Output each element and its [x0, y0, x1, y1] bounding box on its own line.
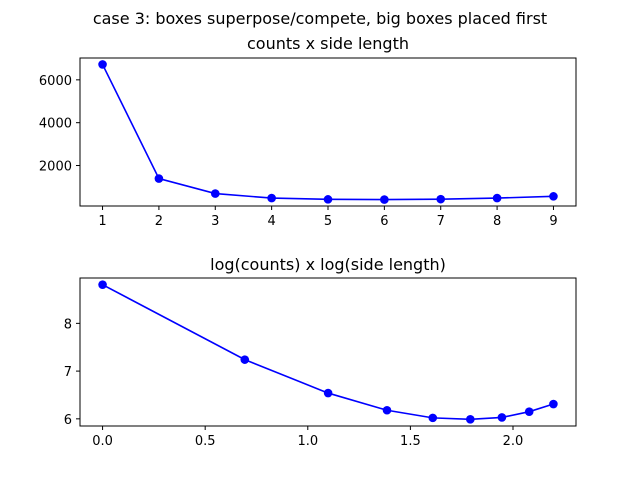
top-plot-x-tick-label: 7: [437, 214, 445, 229]
bottom-plot-series-line: [102, 283, 554, 421]
top-plot-data-point: [549, 192, 558, 201]
bottom-plot-data-point: [497, 413, 507, 422]
top-plot-title: counts x side length: [247, 34, 409, 53]
bottom-plot-x-tick-label: 1.0: [297, 434, 318, 449]
bottom-plot-x-tick-label: 0.0: [92, 434, 113, 449]
top-plot-data-point: [154, 174, 164, 183]
top-plot-y-tick-label: 4000: [39, 117, 72, 132]
bottom-plot-data-point: [428, 413, 438, 423]
bottom-plot-data-point: [466, 415, 475, 424]
top-plot-x-tick-label: 9: [549, 214, 557, 229]
top-plot-series-line: [101, 64, 554, 201]
bottom-plot-y-tick-label: 7: [64, 365, 72, 380]
bottom-plot-marks: 0.0 0.5 1.0 1.5 2.0 6 7 8: [64, 280, 558, 449]
top-plot-data-point: [436, 194, 446, 204]
figure-suptitle: case 3: boxes superpose/compete, big box…: [93, 9, 547, 28]
bottom-plot-frame: [79, 277, 577, 427]
top-plot-frame: [79, 57, 577, 207]
bottom-plot-data-point: [382, 405, 392, 415]
bottom-plot-data-point: [98, 280, 107, 289]
bottom-plot-y-tick-label: 6: [64, 413, 72, 428]
top-plot-data-point: [267, 193, 276, 203]
bottom-plot-x-tick-label: 2.0: [503, 434, 524, 449]
top-plot-data-point: [492, 193, 502, 203]
top-plot-data-point: [380, 195, 389, 204]
top-plot-axes: counts x side length 1 2 3 4 5 6 7 8 9 2000 4000 60…: [39, 34, 577, 229]
bottom-plot-data-point: [524, 407, 534, 416]
top-plot-x-tick-label: 8: [493, 214, 501, 229]
top-plot-x-tick-label: 2: [155, 214, 163, 229]
top-plot-x-tick-label: 1: [98, 214, 106, 229]
top-plot-data-point: [210, 189, 220, 198]
bottom-plot-data-point: [323, 388, 333, 398]
bottom-plot-x-tick-label: 1.5: [400, 434, 421, 449]
bottom-plot-axes: log(counts) x log(side length) 0.0 0.5 1.0…: [64, 255, 577, 449]
top-plot-x-tick-label: 4: [267, 214, 275, 229]
top-plot-data-point: [98, 60, 107, 69]
bottom-plot-data-point: [549, 399, 558, 409]
bottom-plot-x-tick-label: 0.5: [195, 434, 216, 449]
bottom-plot-y-tick-label: 8: [64, 317, 72, 332]
bottom-plot-title: log(counts) x log(side length): [210, 255, 446, 274]
bottom-plot-data-point: [240, 355, 250, 364]
top-plot-marks: 1 2 3 4 5 6 7 8 9 2000 4000 6000: [39, 60, 558, 229]
top-plot-x-tick-label: 5: [324, 214, 332, 229]
top-plot-data-point: [323, 195, 333, 204]
top-plot-x-tick-label: 3: [211, 214, 219, 229]
top-plot-y-tick-label: 6000: [39, 74, 72, 89]
top-plot-x-tick-label: 6: [380, 214, 388, 229]
top-plot-y-tick-label: 2000: [39, 160, 72, 175]
